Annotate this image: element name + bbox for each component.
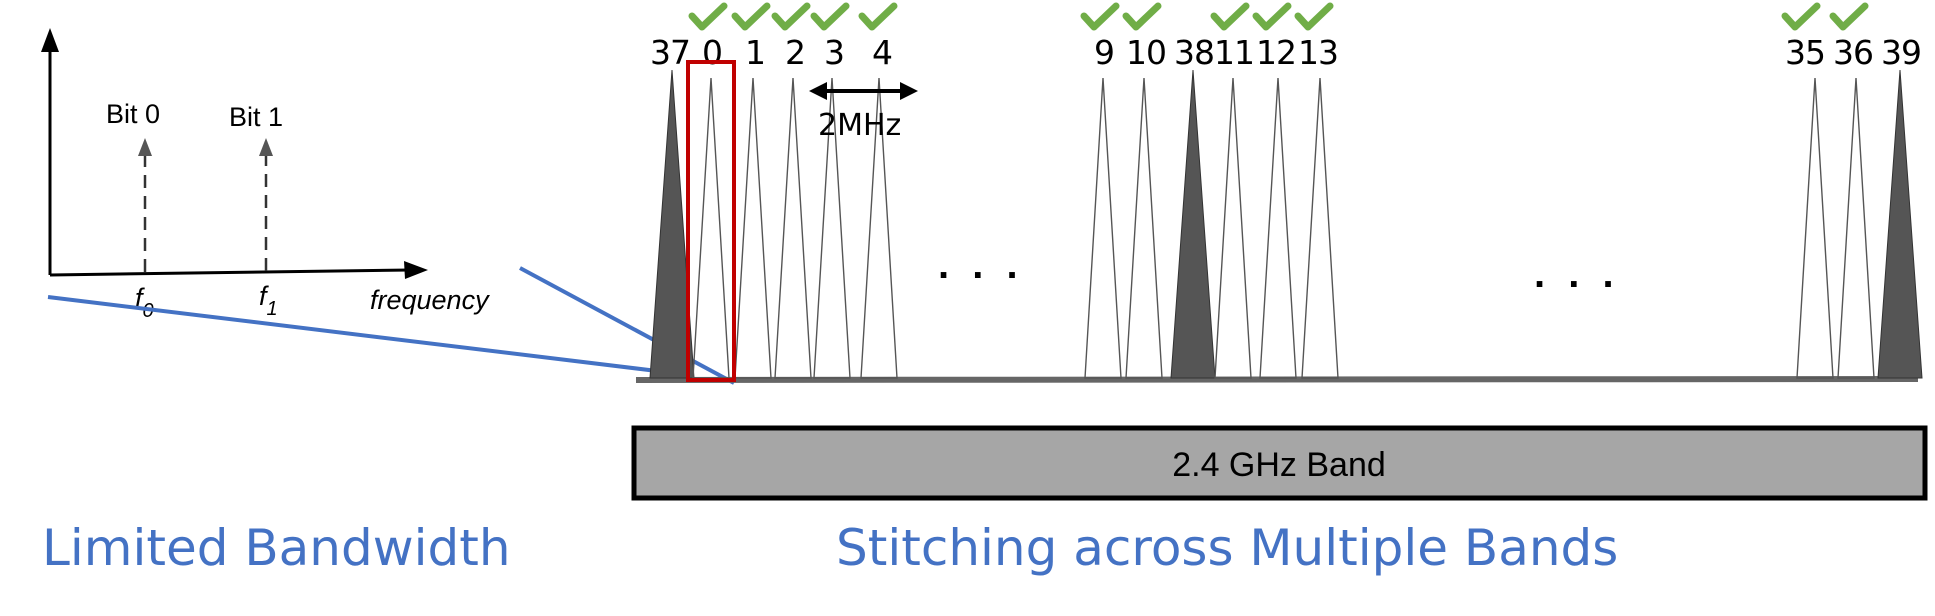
data-channel-0 xyxy=(692,77,730,379)
ellipsis-left: . . . xyxy=(938,243,1024,287)
data-channel-35 xyxy=(1796,77,1834,379)
channel-label-4: 4 xyxy=(872,33,892,72)
f0-label: f0 xyxy=(135,283,154,322)
data-channel-10 xyxy=(1125,77,1163,379)
ellipsis-right: . . . xyxy=(1534,252,1620,296)
channel-label-0: 0 xyxy=(702,33,722,72)
band-bar xyxy=(631,425,1928,501)
check-icon-0 xyxy=(688,2,728,31)
fsk-plot: Bit 0 Bit 1 f0 f1 frequency xyxy=(41,28,490,322)
spacing-label: 2MHz xyxy=(818,108,901,143)
channel-label-37: 37 xyxy=(650,33,690,72)
check-icon-36 xyxy=(1829,2,1869,31)
band-label: 2.4 GHz Band xyxy=(1172,446,1386,484)
channel-label-36: 36 xyxy=(1833,33,1873,72)
channel-label-35: 35 xyxy=(1785,33,1825,72)
channel-label-1: 1 xyxy=(745,33,765,72)
spectrum-baseline xyxy=(635,376,1919,383)
x-axis-label: frequency xyxy=(370,285,490,315)
channel-label-2: 2 xyxy=(785,33,805,72)
check-icon-9 xyxy=(1080,2,1120,31)
channel-spectrum: 37 0 1 2 3 4 9 10 38 11 12 13 35 36 39 2MHz . . . . . … xyxy=(635,2,1923,383)
check-icon-3 xyxy=(810,2,850,31)
data-channel-2 xyxy=(774,77,812,379)
advertising-channel-39 xyxy=(1877,69,1923,379)
advertising-channel-37 xyxy=(649,69,695,379)
channel-label-13: 13 xyxy=(1298,33,1338,72)
check-icon-2 xyxy=(771,2,811,31)
data-channel-3 xyxy=(813,77,851,379)
f1-label: f1 xyxy=(259,281,278,320)
data-channel-12 xyxy=(1259,77,1297,379)
zoom-line-lower xyxy=(47,295,691,377)
check-icon-4 xyxy=(858,2,898,31)
channel-label-9: 9 xyxy=(1094,33,1114,72)
caption-right: Stitching across Multiple Bands xyxy=(836,519,1619,577)
channel-label-12: 12 xyxy=(1256,33,1296,72)
caption-left: Limited Bandwidth xyxy=(42,519,511,577)
data-channel-36 xyxy=(1837,77,1875,379)
check-icon-12 xyxy=(1252,2,1292,31)
check-icon-1 xyxy=(731,2,771,31)
channel-label-11: 11 xyxy=(1214,33,1254,72)
check-icon-35 xyxy=(1781,2,1821,31)
advertising-channel-38 xyxy=(1170,69,1216,379)
x-axis-arrow-icon xyxy=(404,261,428,279)
check-icon-10 xyxy=(1122,2,1162,31)
data-channel-4 xyxy=(860,77,898,379)
channel-label-38: 38 xyxy=(1174,33,1214,72)
highlighted-channel-box xyxy=(686,60,736,382)
bit0-arrow-icon xyxy=(138,138,152,156)
spacing-arrow-right-icon xyxy=(900,82,918,100)
spacing-arrow-left-icon xyxy=(809,82,827,100)
channel-labels: 37 0 1 2 3 4 9 10 38 11 12 13 35 36 39 xyxy=(650,33,1922,72)
data-channel-1 xyxy=(734,77,772,379)
data-channel-11 xyxy=(1214,77,1252,379)
channel-label-39: 39 xyxy=(1881,33,1921,72)
check-icon-13 xyxy=(1294,2,1334,31)
y-axis-arrow-icon xyxy=(41,28,59,52)
bit1-arrow-icon xyxy=(259,138,273,156)
zoom-line-upper xyxy=(519,266,735,385)
data-channel-13 xyxy=(1301,77,1339,379)
channel-label-10: 10 xyxy=(1126,33,1166,72)
x-axis xyxy=(49,268,411,277)
check-icon-11 xyxy=(1210,2,1250,31)
channel-checks xyxy=(688,2,1869,31)
data-channel-9 xyxy=(1084,77,1122,379)
bit1-label: Bit 1 xyxy=(229,102,283,132)
bit0-label: Bit 0 xyxy=(106,99,160,129)
channel-label-3: 3 xyxy=(824,33,844,72)
